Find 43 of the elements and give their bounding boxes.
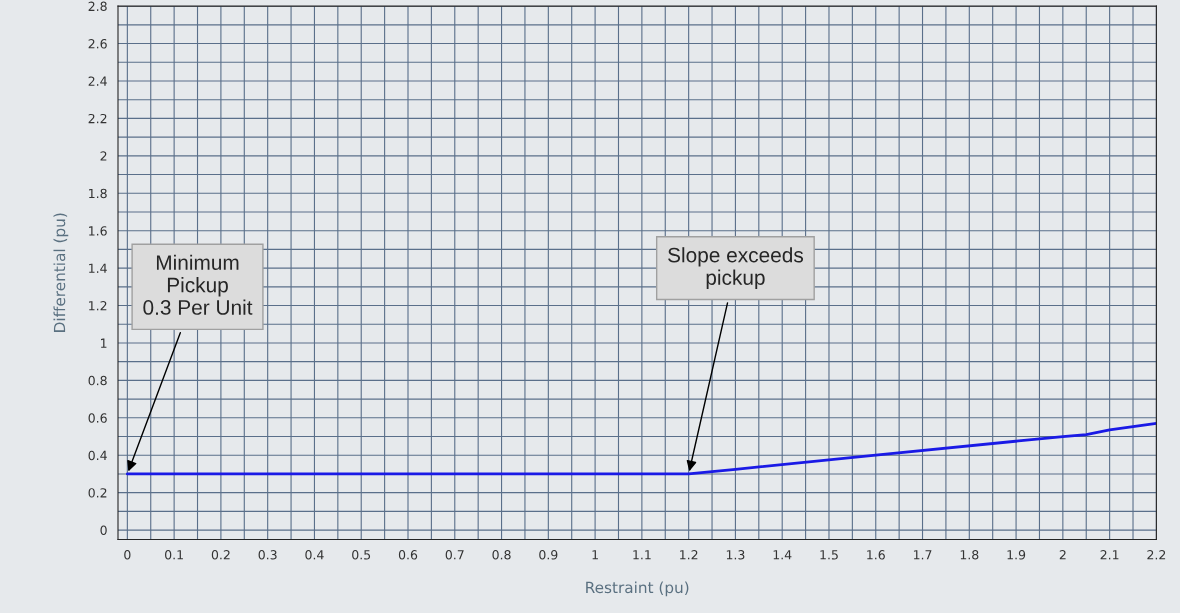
y-tick-label: 1.4 (89, 263, 107, 273)
y-tick-label: 0.4 (88, 450, 107, 461)
x-tick-label: 1.2 (680, 550, 698, 560)
x-tick-label: 0.2 (211, 550, 230, 560)
x-axis-title: Restraint (pu) (586, 581, 689, 597)
y-tick-label: 2.8 (88, 1, 107, 12)
y-tick-label: 0.2 (88, 488, 107, 498)
annotation: Slope exceeds pickup (668, 247, 804, 290)
y-tick-label: 1.8 (89, 188, 107, 199)
x-tick-label: 2.1 (1100, 550, 1119, 560)
line-series (125, 422, 1157, 476)
x-tick-label: 1.5 (820, 550, 838, 560)
x-tick-label: 0.9 (539, 550, 558, 560)
y-axis-title: Differential (pu) (53, 213, 69, 332)
y-tick-label: 1.2 (89, 301, 107, 311)
y-tick-label: 2.4 (88, 76, 107, 86)
x-tick-label: 0 (124, 550, 131, 560)
x-tick-label: 1.9 (1007, 550, 1026, 560)
x-tick-label: 0.4 (305, 550, 324, 560)
y-tick-label: 2.6 (88, 39, 107, 49)
x-tick-label: 0.6 (398, 550, 418, 560)
y-tick-label: 0 (100, 525, 107, 536)
y-tick-label: 2 (100, 151, 107, 161)
x-tick-label: 1 (592, 550, 598, 560)
x-tick-label: 0.8 (492, 550, 511, 560)
x-tick-label: 0.1 (165, 550, 183, 560)
x-tick-label: 1.3 (726, 550, 745, 560)
x-tick-label: 1.7 (913, 550, 932, 560)
x-tick-label: 1.1 (633, 550, 651, 560)
x-tick-label: 1.8 (960, 550, 979, 560)
y-tick-label: 0.6 (88, 413, 107, 423)
y-tick-label: 2.2 (88, 113, 107, 124)
x-tick-label: 2 (1059, 550, 1066, 560)
y-tick-label: 0.8 (88, 375, 107, 386)
y-tick-label: 1.6 (89, 226, 107, 236)
x-tick-label: 0.3 (258, 550, 277, 560)
x-tick-label: 2.2 (1147, 550, 1166, 560)
annotation: Minimum Pickup 0.3 Per Unit (143, 254, 253, 315)
x-tick-label: 1.6 (867, 550, 885, 560)
y-tick-label: 1 (101, 338, 107, 348)
x-tick-label: 0.5 (352, 550, 371, 560)
x-tick-label: 1.4 (773, 550, 792, 560)
x-tick-label: 0.7 (445, 550, 464, 560)
